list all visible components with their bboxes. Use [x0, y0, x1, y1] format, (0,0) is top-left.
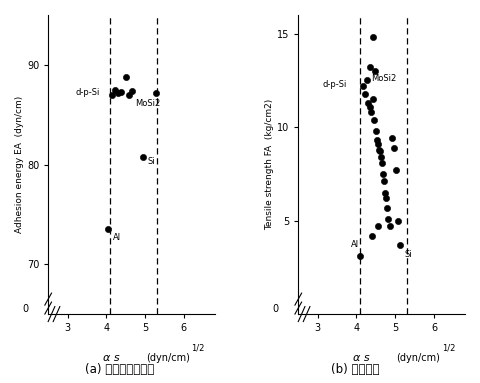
- Text: MoSi2: MoSi2: [135, 99, 160, 108]
- Text: MoSi2: MoSi2: [372, 74, 397, 83]
- Text: (b) 接着強度: (b) 接着強度: [331, 363, 380, 376]
- Text: 1/2: 1/2: [192, 344, 205, 353]
- Text: 0: 0: [22, 304, 28, 314]
- Text: α s: α s: [103, 353, 120, 363]
- Y-axis label: Tensile strength FA  (kg/cm2): Tensile strength FA (kg/cm2): [265, 99, 274, 230]
- Text: (dyn/cm): (dyn/cm): [396, 353, 440, 363]
- Text: Al: Al: [113, 233, 121, 242]
- Text: (dyn/cm): (dyn/cm): [146, 353, 190, 363]
- Text: d-p-Si: d-p-Si: [323, 80, 347, 88]
- Y-axis label: Adhesion energy EA  (dyn/cm): Adhesion energy EA (dyn/cm): [15, 96, 24, 233]
- Text: (a) 表面エネルギー: (a) 表面エネルギー: [85, 363, 155, 376]
- Text: 0: 0: [272, 304, 278, 314]
- Text: Al: Al: [351, 241, 359, 249]
- Text: 1/2: 1/2: [442, 344, 455, 353]
- Text: α s: α s: [353, 353, 370, 363]
- Text: Si: Si: [148, 157, 156, 166]
- Text: d-p-Si: d-p-Si: [75, 88, 100, 97]
- Text: Si: Si: [405, 250, 412, 259]
